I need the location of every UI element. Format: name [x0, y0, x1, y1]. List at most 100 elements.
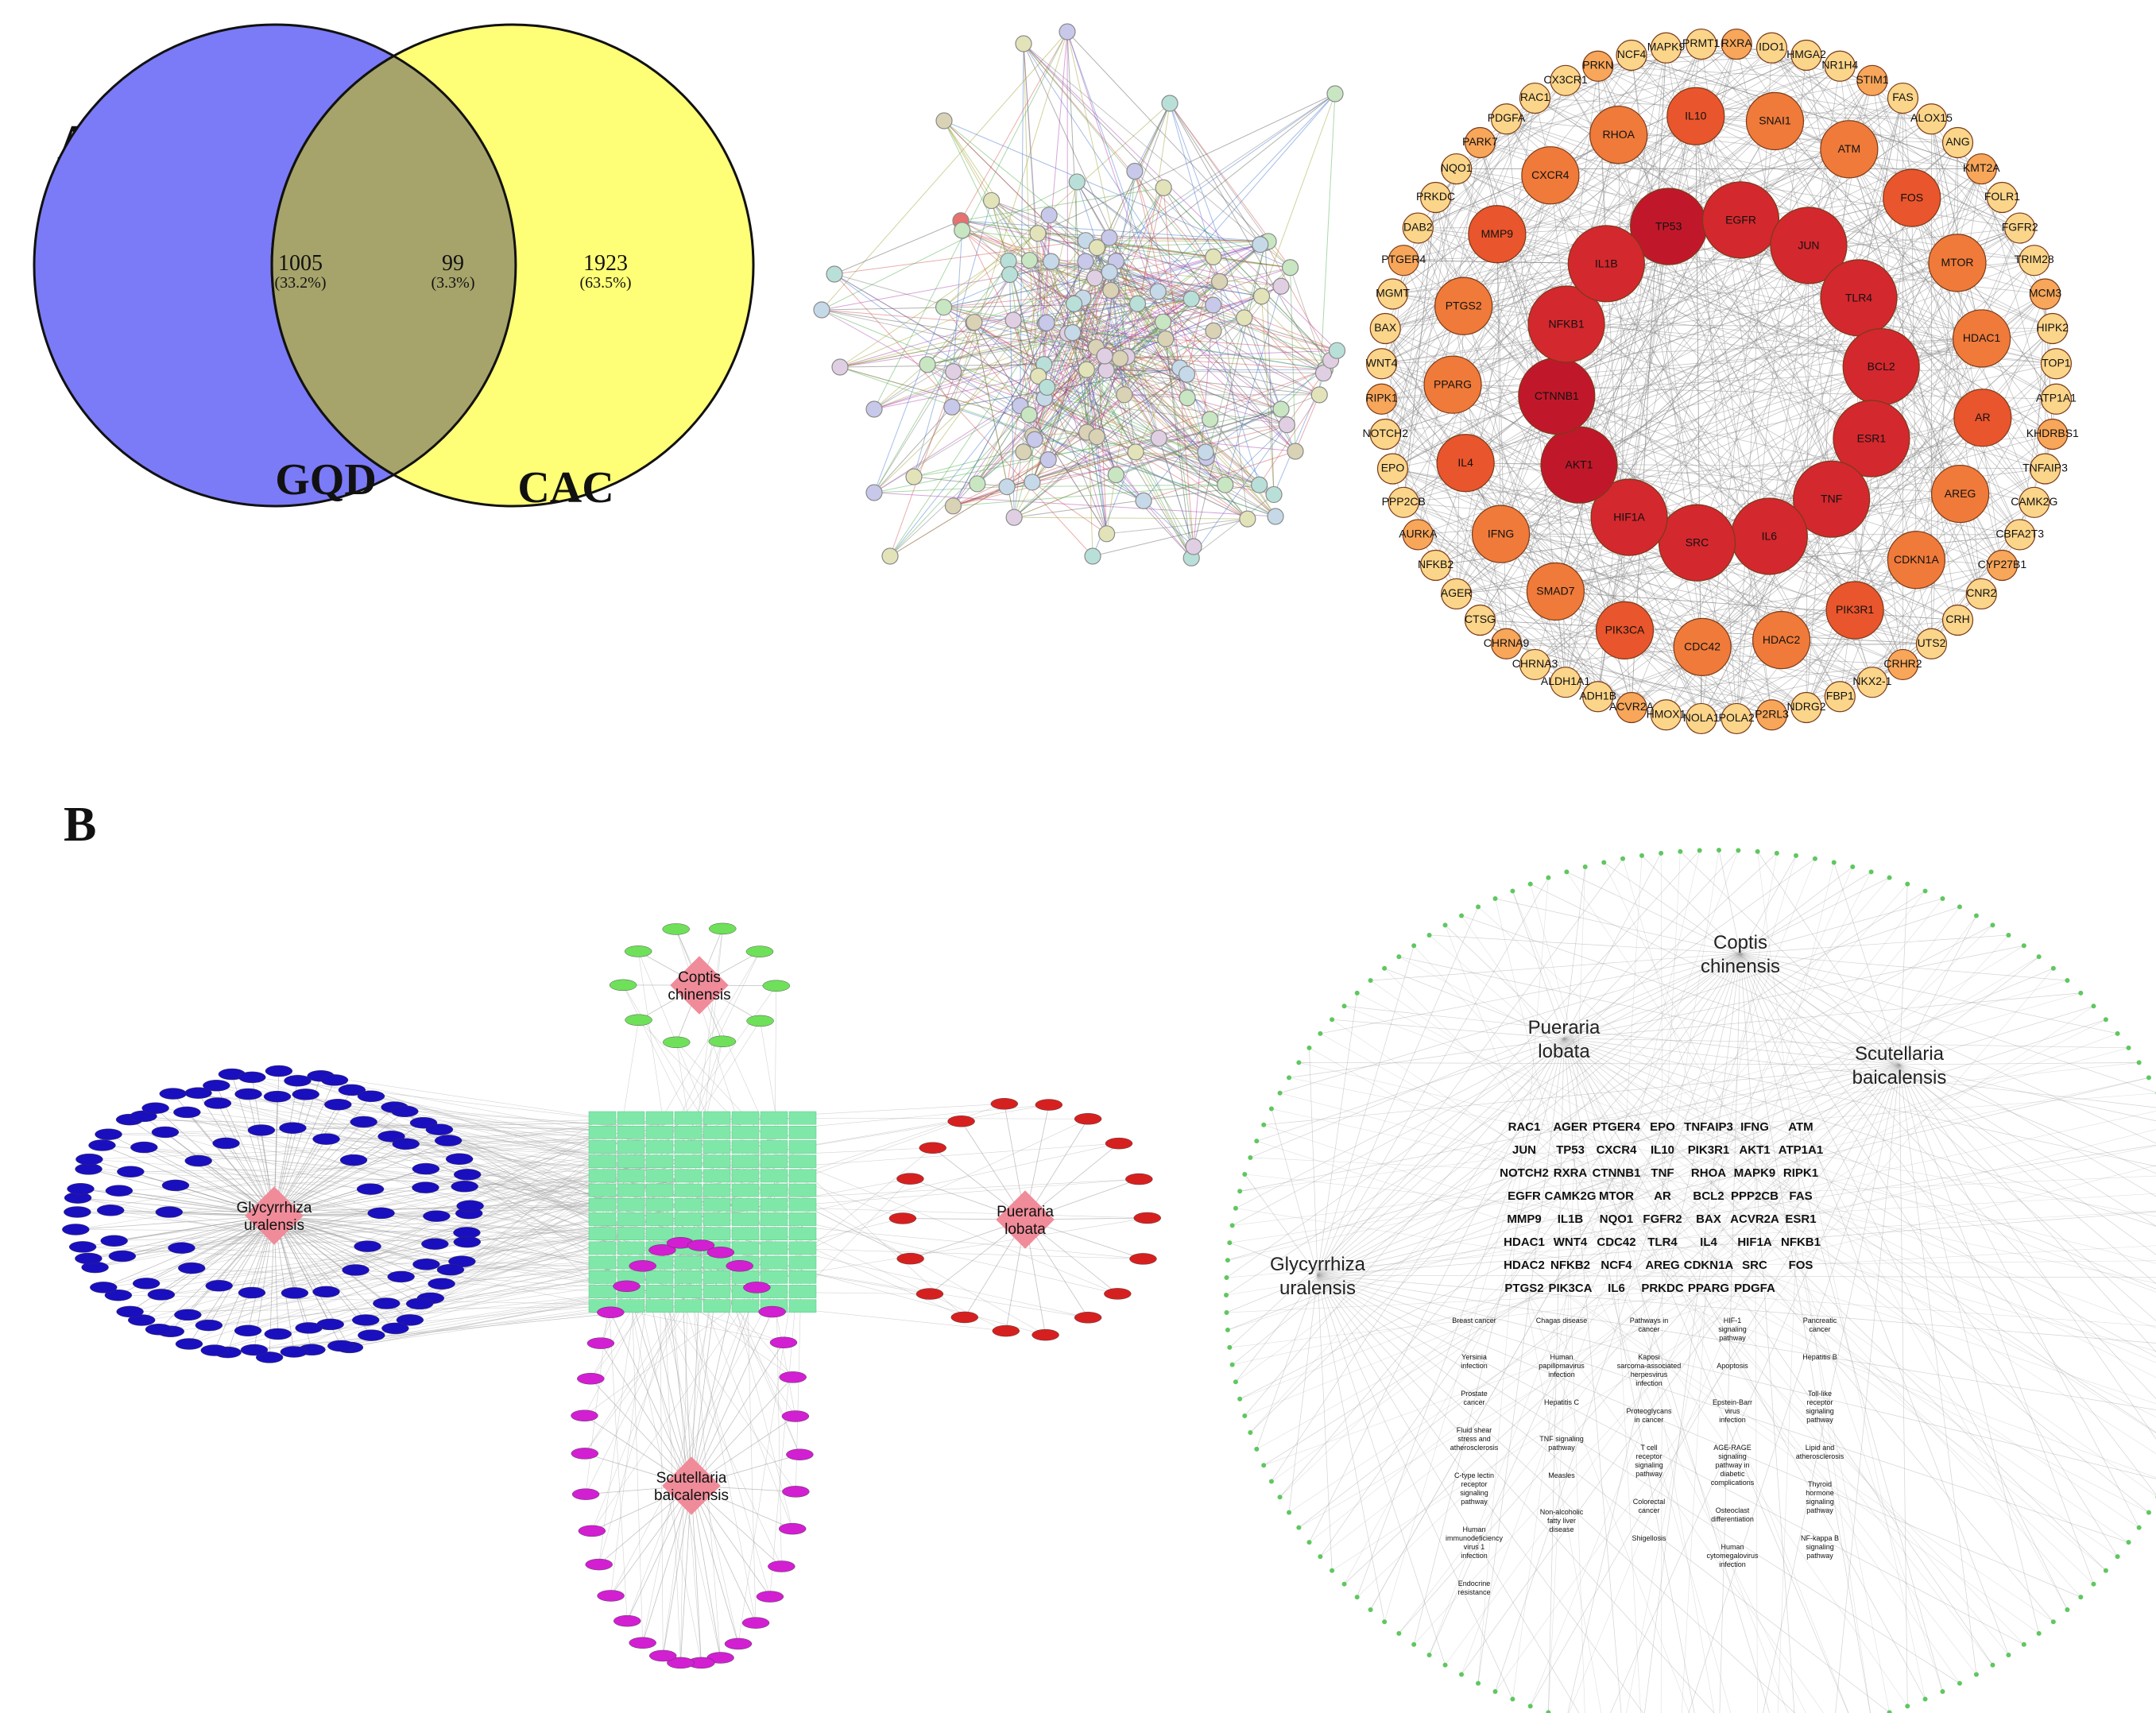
hp-edge — [1563, 1038, 2150, 1513]
target-node — [645, 1183, 674, 1197]
ingredient-node — [1887, 1710, 1892, 1713]
hp-edge — [1495, 898, 1571, 1220]
string-edge — [973, 322, 1039, 377]
ingredient-node — [2021, 1641, 2026, 1647]
core-node-label: AR — [1975, 411, 1990, 423]
core-edge — [1403, 227, 2020, 503]
target-node — [788, 1255, 817, 1270]
core-edge — [1506, 643, 1772, 716]
hp-edge — [1226, 1038, 1565, 1278]
hp-edge — [1570, 884, 1908, 1266]
hp-edge — [1616, 1287, 2156, 1327]
core-node — [1402, 212, 1434, 244]
string-edge — [953, 451, 1136, 507]
core-node — [1388, 486, 1419, 518]
string-node — [1252, 236, 1269, 253]
hp-gene-label: PTGER4 — [1593, 1120, 1641, 1134]
hp-pathway-label: hormone — [1806, 1489, 1834, 1497]
string-edge — [1047, 298, 1192, 388]
string-edge — [889, 373, 1187, 557]
compound-node — [234, 1324, 262, 1336]
herb-edge — [198, 1117, 746, 1162]
hp-edge — [1429, 953, 1741, 1656]
core-node-label: TP53 — [1655, 220, 1682, 233]
herb-edge — [773, 1143, 1120, 1220]
target-node — [760, 1212, 788, 1226]
ingredient-node — [2103, 1568, 2108, 1573]
herb-edge — [78, 1197, 275, 1216]
core-node-label: CHRNA3 — [1512, 657, 1558, 670]
hp-edge — [1563, 1038, 2156, 1167]
core-node — [1376, 278, 1409, 310]
herb-edge — [122, 1215, 275, 1257]
compound-node — [428, 1278, 455, 1290]
hp-edge — [1317, 853, 1778, 1276]
string-edge — [1096, 298, 1192, 437]
hp-edge — [1570, 945, 2024, 1220]
ingredient-node — [1254, 1139, 1260, 1144]
hp-edge — [1566, 872, 1802, 1220]
string-node — [1088, 239, 1106, 257]
hp-edge — [1563, 1038, 2107, 1571]
compound-node — [255, 1351, 284, 1363]
core-node-label: EGFR — [1725, 213, 1756, 226]
core-edge — [1452, 384, 1625, 631]
string-node — [1128, 295, 1147, 312]
string-edge — [1032, 330, 1214, 436]
compound-node — [175, 1338, 203, 1350]
hp-gene-label: TNFAIP3 — [1684, 1120, 1733, 1134]
hp-edge — [1754, 1241, 2156, 1351]
target-node — [788, 1241, 817, 1255]
string-node — [1265, 485, 1283, 504]
ingredient-node — [1368, 978, 1373, 984]
hp-pathway-label: infection — [1635, 1379, 1662, 1387]
core-node — [1616, 39, 1647, 72]
hp-edge — [1344, 1064, 1900, 1584]
hp-pathway-label: Hepatitis B — [1802, 1353, 1837, 1361]
hp-edges — [1225, 849, 2156, 1713]
ingredient-node — [1224, 1309, 1229, 1315]
ingredient-node — [1296, 1525, 1302, 1530]
hp-edge — [1317, 992, 1358, 1276]
hp-edge — [1800, 1126, 1926, 1699]
string-edge — [1143, 450, 1296, 501]
core-edge — [1463, 47, 1772, 307]
string-edge — [1318, 93, 1336, 395]
herb-edge — [273, 1076, 322, 1216]
core-node — [1941, 126, 1974, 159]
venn-left-count: 1005 — [278, 251, 323, 276]
target-node — [731, 1169, 760, 1183]
string-node — [1239, 510, 1256, 528]
core-edge — [1597, 534, 2020, 698]
string-edge — [1023, 43, 1331, 361]
ingredient-node — [2126, 1045, 2131, 1050]
core-node-label: CXCR4 — [1531, 168, 1570, 181]
string-edge — [1029, 260, 1136, 453]
hp-edge — [1227, 1064, 1900, 1331]
string-edge — [1165, 338, 1194, 547]
core-node-label: P2RL3 — [1755, 707, 1789, 720]
herb-edge — [662, 1485, 692, 1657]
hp-pathway-label: signaling — [1718, 1452, 1747, 1460]
string-node — [1026, 431, 1043, 448]
compound-node — [358, 1329, 385, 1341]
target-node — [674, 1197, 703, 1212]
string-edge — [1037, 233, 1213, 306]
hp-edge — [1320, 1218, 1755, 1557]
string-edge — [1124, 373, 1187, 396]
core-edge — [1605, 263, 1703, 648]
string-node — [1179, 389, 1196, 407]
compound-node — [779, 1371, 807, 1383]
core-node-label: KMT2A — [1963, 161, 2000, 174]
core-edge — [1381, 363, 2003, 566]
herb-edge — [610, 1312, 692, 1487]
hp-gene-label: AGER — [1553, 1120, 1588, 1134]
hp-edge — [1740, 953, 2068, 1611]
hp-edge — [1271, 1038, 1565, 1482]
herb-edge — [188, 1117, 632, 1344]
compound-node — [781, 1410, 810, 1422]
compound-node — [456, 1200, 484, 1212]
string-edge — [1115, 261, 1207, 458]
target-node — [617, 1154, 645, 1169]
ingredient-node — [1459, 913, 1465, 918]
